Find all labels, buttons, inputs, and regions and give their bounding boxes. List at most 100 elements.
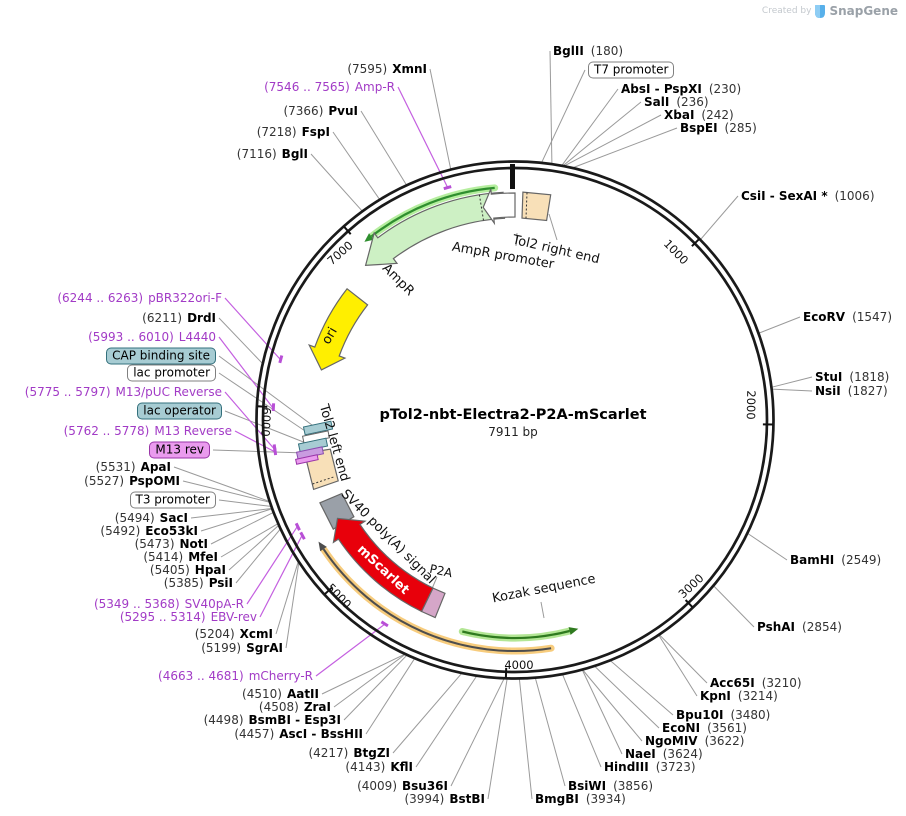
callout-bspei[interactable]: BspEI (285): [680, 121, 757, 135]
callout-saci[interactable]: (5494) SacI: [115, 511, 188, 525]
callout-pvui[interactable]: (7366) PvuI: [283, 104, 358, 118]
callout-cap-binding-site[interactable]: CAP binding site: [106, 347, 216, 365]
tol2-right-end-edge: [525, 192, 528, 219]
callout-fspi[interactable]: (7218) FspI: [257, 125, 330, 139]
callout-bstbi[interactable]: (3994) BstBI: [404, 792, 485, 806]
callout-lac-promoter[interactable]: lac promoter: [127, 364, 216, 382]
ampr-promoter-arrow[interactable]: [482, 188, 516, 226]
callout-pshai[interactable]: PshAI (2854): [757, 620, 842, 634]
callout-absi-pspxi[interactable]: AbsI - PspXI (230): [621, 82, 741, 96]
callout-lac-operator[interactable]: lac operator: [137, 402, 222, 420]
kozak-orf-arc: [458, 627, 579, 642]
callout-pbr322ori-f[interactable]: (6244 .. 6263) pBR322ori-F: [57, 291, 222, 305]
position-text: (2854): [802, 620, 842, 634]
callout-kpni[interactable]: KpnI (3214): [700, 689, 778, 703]
callout-bsu36i[interactable]: (4009) Bsu36I: [357, 779, 448, 793]
callout-csii-sexai[interactable]: CsiI - SexAI * (1006): [741, 189, 875, 203]
callout-mcherry-r[interactable]: (4663 .. 4681) mCherry-R: [158, 669, 313, 683]
leader-line: [594, 666, 660, 729]
callout-eco53ki[interactable]: (5492) Eco53kI: [100, 524, 198, 538]
callout-bglii[interactable]: BglII (180): [553, 44, 623, 58]
callout-sali[interactable]: SalI (236): [644, 95, 709, 109]
regulatory-site-boxes[interactable]: [295, 420, 334, 465]
m13-rev-site-box[interactable]: [295, 454, 319, 465]
callout-mfei[interactable]: (5414) MfeI: [143, 550, 218, 564]
callout-bsmbi-esp3i[interactable]: (4498) BsmBI - Esp3I: [204, 713, 341, 727]
callout-sgrai[interactable]: (5199) SgrAI: [201, 641, 283, 655]
callout-bgli[interactable]: (7116) BglI: [237, 147, 308, 161]
primer-site-tick: [380, 620, 389, 628]
leader-line: [487, 678, 508, 800]
callout-t7-promoter[interactable]: T7 promoter: [588, 61, 675, 79]
position-text: (5295 .. 5314): [119, 610, 206, 624]
leader-line: [218, 499, 271, 507]
label-text: PshAI: [757, 620, 796, 634]
callout-ngomiv[interactable]: NgoMIV (3622): [645, 734, 744, 748]
callout-zrai[interactable]: (4508) ZraI: [259, 700, 331, 714]
callout-l4440[interactable]: (5993 .. 6010) L4440: [88, 330, 216, 344]
callout-ebv-rev[interactable]: (5295 .. 5314) EBV-rev: [120, 610, 257, 624]
label-text: BtgZI: [353, 746, 390, 760]
label-text: NotI: [179, 537, 209, 551]
callout-aatii[interactable]: (4510) AatII: [242, 687, 319, 701]
position-text: (4498): [203, 713, 244, 727]
callout-hpai[interactable]: (5405) HpaI: [150, 563, 226, 577]
leader-line: [534, 678, 566, 787]
position-text: (5473): [134, 537, 175, 551]
callout-bamhi[interactable]: BamHI (2549): [790, 553, 881, 567]
leader-line: [224, 297, 281, 360]
leader-line: [549, 50, 553, 164]
callout-bsiwi[interactable]: BsiWI (3856): [568, 779, 653, 793]
position-text: (3210): [761, 676, 802, 690]
position-text: (5204): [194, 627, 235, 641]
callout-bpu10i[interactable]: Bpu10I (3480): [676, 708, 770, 722]
callout-drdi[interactable]: (6211) DrdI: [142, 311, 216, 325]
callout-pspomi[interactable]: (5527) PspOMI: [84, 474, 180, 488]
cap-binding-site-box[interactable]: [302, 420, 334, 436]
callout-apai[interactable]: (5531) ApaI: [96, 460, 171, 474]
callout-amp-r[interactable]: (7546 .. 7565) Amp-R: [264, 80, 395, 94]
position-text: (3480): [730, 708, 771, 722]
callout-ecorv[interactable]: EcoRV (1547): [803, 310, 892, 324]
tol2-right-end-box[interactable]: [521, 191, 552, 222]
watermark: Created by SnapGene: [762, 4, 898, 18]
label-text: BglI: [281, 147, 308, 161]
callout-kfli[interactable]: (4143) KflI: [345, 760, 413, 774]
callout-xmni[interactable]: (7595) XmnI: [347, 62, 427, 76]
ampr-signal-boundary: [478, 194, 484, 221]
callout-xbai[interactable]: XbaI (242): [664, 108, 734, 122]
callout-m13-reverse[interactable]: (5762 .. 5778) M13 Reverse: [64, 424, 232, 438]
callout-naei[interactable]: NaeI (3624): [625, 747, 703, 761]
scale-ticks: [257, 226, 773, 678]
callout-sv40pa-r[interactable]: (5349 .. 5368) SV40pA-R: [94, 597, 244, 611]
p2a-box[interactable]: [420, 587, 446, 619]
leader-line: [562, 101, 642, 166]
callout-econi[interactable]: EcoNI (3561): [662, 721, 747, 735]
callout-acc65i[interactable]: Acc65I (3210): [710, 676, 802, 690]
position-text: (4508): [258, 700, 299, 714]
mscarlet-gene-arrow[interactable]: [332, 517, 434, 613]
callout-stui[interactable]: StuI (1818): [815, 370, 889, 384]
callout-m13-puc-reverse[interactable]: (5775 .. 5797) M13/pUC Reverse: [25, 385, 222, 399]
callout-asci-bsshii[interactable]: (4457) AscI - BssHII: [234, 727, 363, 741]
ampr-gene-arrow[interactable]: [364, 191, 506, 267]
callout-noti[interactable]: (5473) NotI: [135, 537, 208, 551]
leader-line: [220, 523, 278, 558]
callout-bmgbi[interactable]: BmgBI (3934): [535, 792, 626, 806]
leader-line: [610, 660, 674, 716]
ori-arrow[interactable]: [308, 287, 369, 371]
callout-m13-rev[interactable]: M13 rev: [149, 441, 210, 459]
callout-nsii[interactable]: NsiI (1827): [815, 384, 888, 398]
leader-line: [700, 195, 739, 240]
position-text: (5531): [95, 460, 136, 474]
callout-btgzi[interactable]: (4217) BtgZI: [308, 746, 390, 760]
position-text: (3994): [404, 792, 445, 806]
callout-xcmi[interactable]: (5204) XcmI: [195, 627, 273, 641]
callout-t3-promoter[interactable]: T3 promoter: [129, 491, 216, 509]
leader-line: [518, 678, 533, 800]
label-text: M13 Reverse: [154, 424, 232, 438]
label-text: KpnI: [700, 689, 731, 703]
label-text: PvuI: [328, 104, 358, 118]
callout-hindiii[interactable]: HindIII (3723): [604, 760, 696, 774]
callout-psii[interactable]: (5385) PsiI: [164, 576, 233, 590]
